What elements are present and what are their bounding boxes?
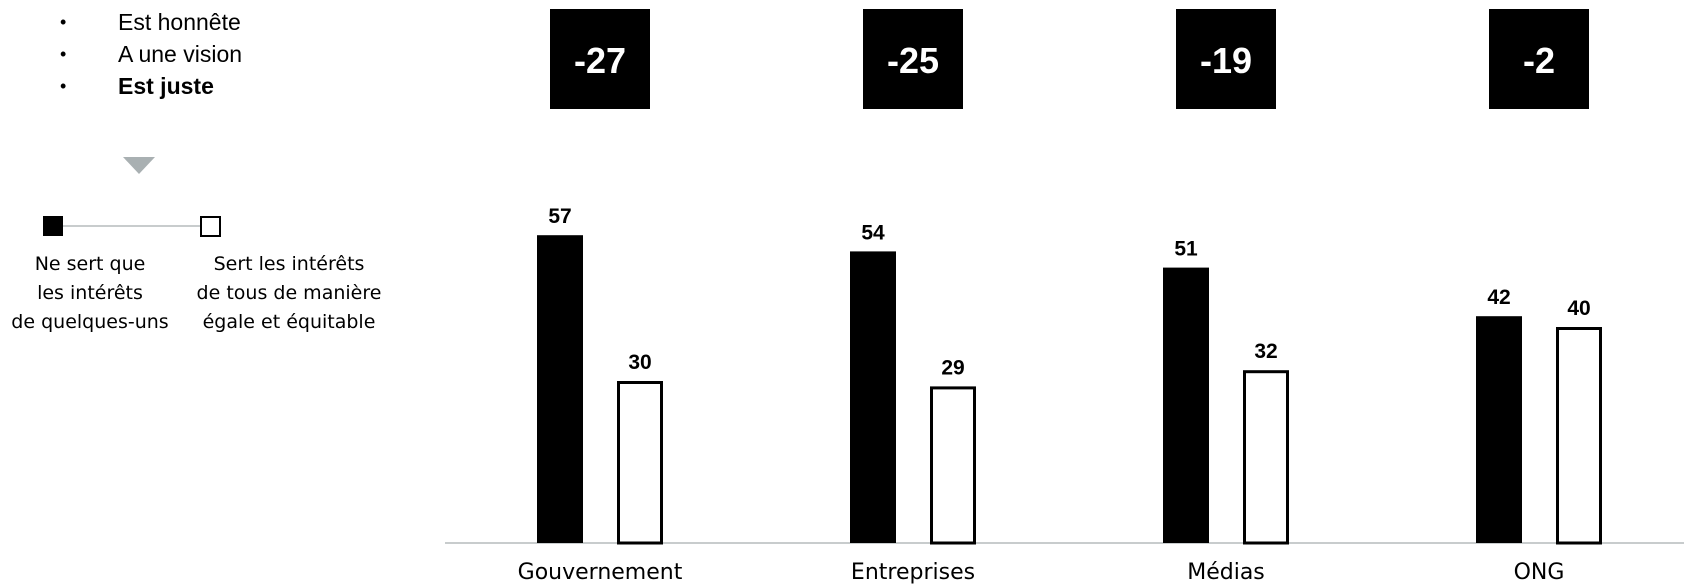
difference-label: -2 <box>1523 40 1555 81</box>
category-label: Entreprises <box>851 560 975 584</box>
difference-label: -25 <box>887 40 939 81</box>
data-label: 30 <box>628 351 651 374</box>
data-label: 32 <box>1254 340 1277 363</box>
bar-filled <box>850 251 896 543</box>
data-label: 29 <box>941 356 964 379</box>
difference-label: -19 <box>1200 40 1252 81</box>
difference-box <box>863 9 963 109</box>
category-label: ONG <box>1514 560 1565 584</box>
bar-outline <box>617 381 663 545</box>
bullet-dot: • <box>60 12 67 32</box>
filled-square-icon <box>43 216 63 236</box>
bullet-text: A une vision <box>118 41 243 67</box>
bullet-text: Est juste <box>118 73 214 99</box>
scale-left-label: Ne sert que les intérêts de quelques-uns <box>11 253 169 333</box>
data-label: 40 <box>1567 297 1590 320</box>
bar-outline <box>1243 370 1289 545</box>
bullet-text: Est honnête <box>118 9 241 35</box>
bar-filled <box>537 235 583 543</box>
bullet-dot: • <box>60 44 67 64</box>
difference-box <box>1176 9 1276 109</box>
bar-filled <box>1476 316 1522 543</box>
category-label: Gouvernement <box>518 560 683 584</box>
empty-square-icon <box>200 216 221 237</box>
data-label: 54 <box>861 221 885 244</box>
bullet-list: • Est honnête • A une vision • Est juste <box>60 6 242 102</box>
bullet-item: • Est honnête <box>60 6 242 38</box>
difference-box <box>550 9 650 109</box>
data-label: 42 <box>1487 286 1510 309</box>
category-label: Médias <box>1187 560 1265 584</box>
bullet-dot: • <box>60 76 67 96</box>
bar-outline <box>1556 327 1602 545</box>
scale-line <box>62 225 202 227</box>
bullet-item: • Est juste <box>60 70 242 102</box>
bar-filled <box>1163 267 1209 543</box>
bar-outline <box>930 386 976 545</box>
down-triangle-icon <box>123 157 155 174</box>
data-label: 57 <box>548 205 571 228</box>
difference-label: -27 <box>574 40 626 81</box>
scale-right-label: Sert les intérêts de tous de manière éga… <box>196 253 382 333</box>
difference-box <box>1489 9 1589 109</box>
bullet-item: • A une vision <box>60 38 242 70</box>
data-label: 51 <box>1174 238 1198 261</box>
